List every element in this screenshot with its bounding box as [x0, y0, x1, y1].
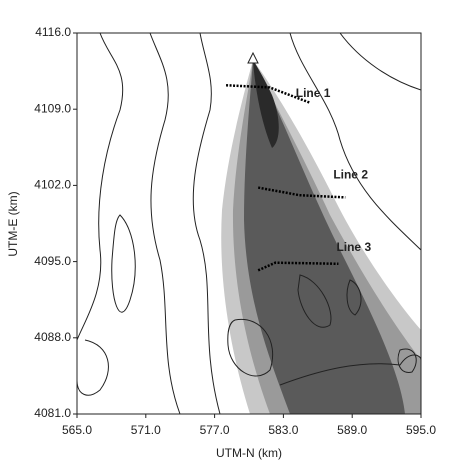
- y-tick-label: 4088.0: [34, 330, 71, 344]
- x-tick-label: 571.0: [131, 423, 161, 437]
- transect-label: Line 3: [336, 240, 371, 254]
- transect-label: Line 2: [333, 168, 368, 182]
- x-tick-label: 577.0: [200, 423, 230, 437]
- transect-line: [226, 84, 311, 104]
- y-tick-label: 4116.0: [35, 25, 71, 39]
- x-axis-label: UTM-N (km): [216, 446, 282, 460]
- y-tick-label: 4102.0: [34, 178, 71, 192]
- y-tick-label: 4095.0: [34, 254, 71, 268]
- plume: [77, 33, 421, 414]
- y-tick-label: 4081.0: [34, 406, 71, 420]
- x-tick-label: 589.0: [337, 423, 367, 437]
- y-axis-label: UTM-E (km): [6, 191, 20, 256]
- plot-frame: [76, 32, 422, 415]
- transect-line: [257, 261, 339, 272]
- x-tick-label: 583.0: [268, 423, 298, 437]
- y-tick-label: 4109.0: [34, 101, 71, 115]
- transect-label: Line 1: [296, 86, 331, 100]
- x-tick-label: 595.0: [406, 423, 436, 437]
- x-tick-label: 565.0: [62, 423, 92, 437]
- source-marker: [247, 51, 259, 64]
